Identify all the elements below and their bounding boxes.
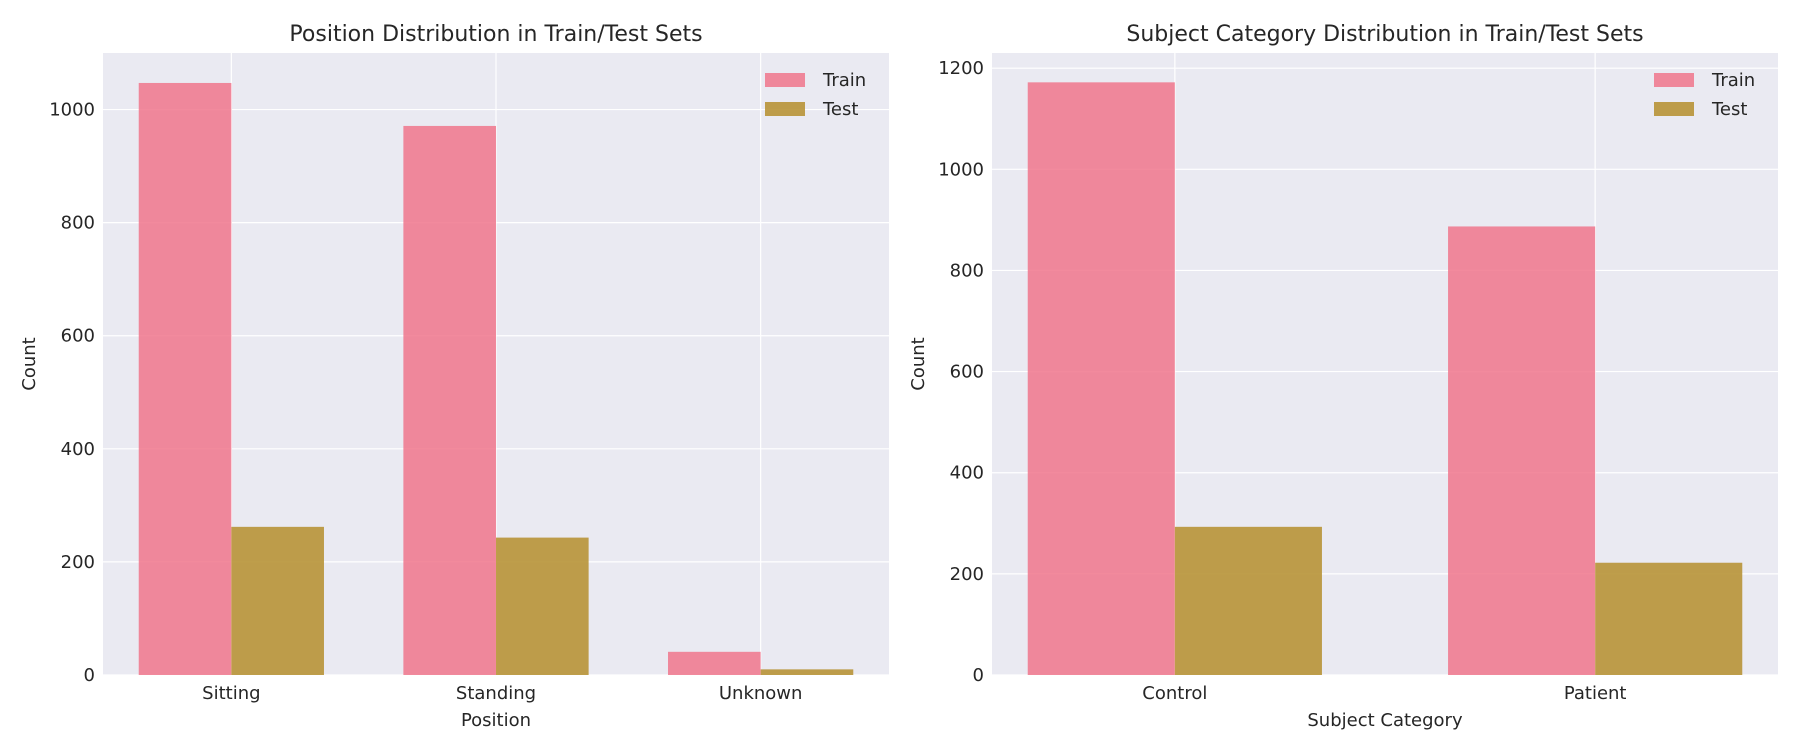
y-tick-label: 0 [973, 665, 984, 686]
y-tick-label: 800 [950, 260, 984, 281]
bar-test-control [1174, 526, 1322, 675]
bar-train-sitting [138, 82, 232, 675]
x-tick-label: Sitting [202, 683, 260, 704]
legend-swatch-train [765, 73, 805, 87]
legend: Train Test [1654, 70, 1755, 120]
y-tick-label: 0 [84, 665, 95, 686]
bar-train-patient [1448, 226, 1596, 675]
x-tick-label: Patient [1564, 683, 1627, 704]
legend-label-test: Test [822, 99, 858, 120]
y-tick-label: 400 [61, 439, 95, 460]
chart-title: Position Distribution in Train/Test Sets [289, 22, 702, 47]
x-tick-label: Standing [456, 683, 536, 704]
legend-swatch-train [1654, 73, 1694, 87]
bar-test-unknown [760, 669, 854, 675]
x-axis-label: Position [461, 710, 531, 731]
y-tick-label: 1000 [938, 159, 984, 180]
legend-swatch-test [1654, 102, 1694, 116]
chart-1: 0 200 400 600 800 1000 Sitting Standing Unknown P… [19, 22, 889, 731]
chart-title: Subject Category Distribution in Train/T… [1126, 22, 1643, 47]
y-tick-label: 800 [61, 213, 95, 234]
y-tick-label: 600 [950, 362, 984, 383]
y-tick-label: 1000 [49, 100, 95, 121]
legend-label-train: Train [1711, 70, 1755, 91]
bar-train-control [1027, 82, 1175, 675]
legend: Train Test [765, 70, 866, 120]
bar-test-standing [496, 537, 589, 675]
y-tick-label: 200 [950, 564, 984, 585]
y-axis-label: Count [908, 337, 929, 390]
y-tick-label: 200 [61, 552, 95, 573]
y-tick-label: 1200 [938, 58, 984, 79]
x-tick-label: Unknown [719, 683, 803, 704]
y-axis-label: Count [19, 337, 40, 390]
bar-test-patient [1595, 562, 1743, 675]
x-axis-label: Subject Category [1307, 710, 1463, 731]
bar-train-unknown [668, 651, 761, 675]
legend-label-train: Train [822, 70, 866, 91]
legend-swatch-test [765, 102, 805, 116]
y-tick-label: 400 [950, 463, 984, 484]
bar-train-standing [403, 125, 496, 676]
bar-test-sitting [231, 526, 324, 675]
y-tick-label: 600 [61, 326, 95, 347]
x-tick-label: Control [1142, 683, 1207, 704]
legend-label-test: Test [1711, 99, 1747, 120]
chart-2: 0 200 400 600 800 1000 1200 Control Patient Subje… [908, 22, 1778, 731]
